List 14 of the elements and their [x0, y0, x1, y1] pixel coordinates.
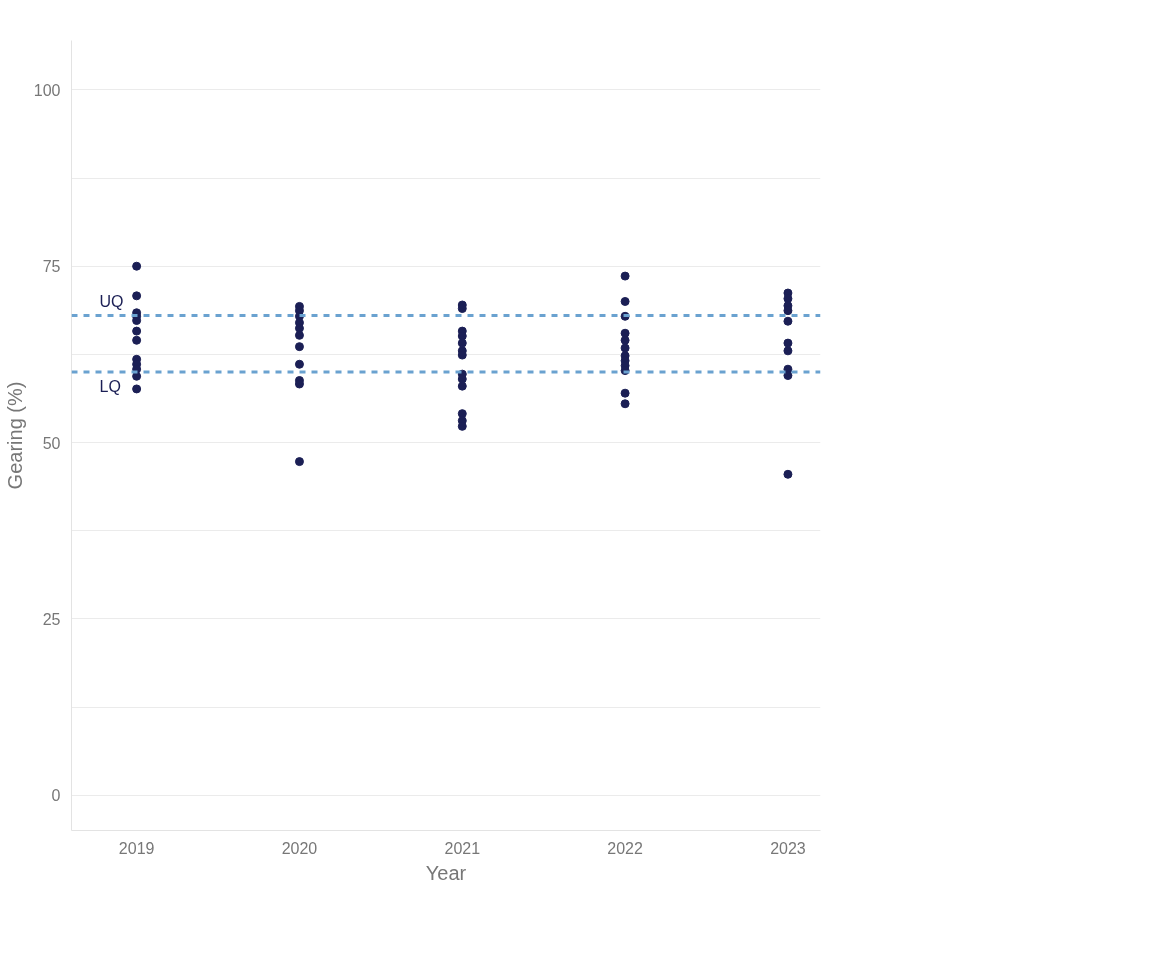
y-tick-label: 100 [33, 81, 61, 99]
y-axis-title: Gearing (%) [3, 381, 26, 490]
ref-line-label: UQ [99, 292, 124, 310]
x-axis-title: Year [425, 861, 467, 884]
ref-line-label: LQ [99, 378, 121, 396]
x-tick-label: 2020 [281, 839, 318, 857]
x-tick-label: 2021 [444, 839, 481, 857]
y-tick-label: 50 [42, 434, 61, 452]
y-tick-label: 75 [42, 258, 61, 276]
y-tick-label: 25 [42, 610, 61, 628]
x-tick-label: 2019 [118, 839, 155, 857]
y-tick-label: 0 [51, 787, 61, 805]
x-tick-label: 2023 [770, 839, 806, 857]
x-tick-label: 2022 [607, 839, 644, 857]
